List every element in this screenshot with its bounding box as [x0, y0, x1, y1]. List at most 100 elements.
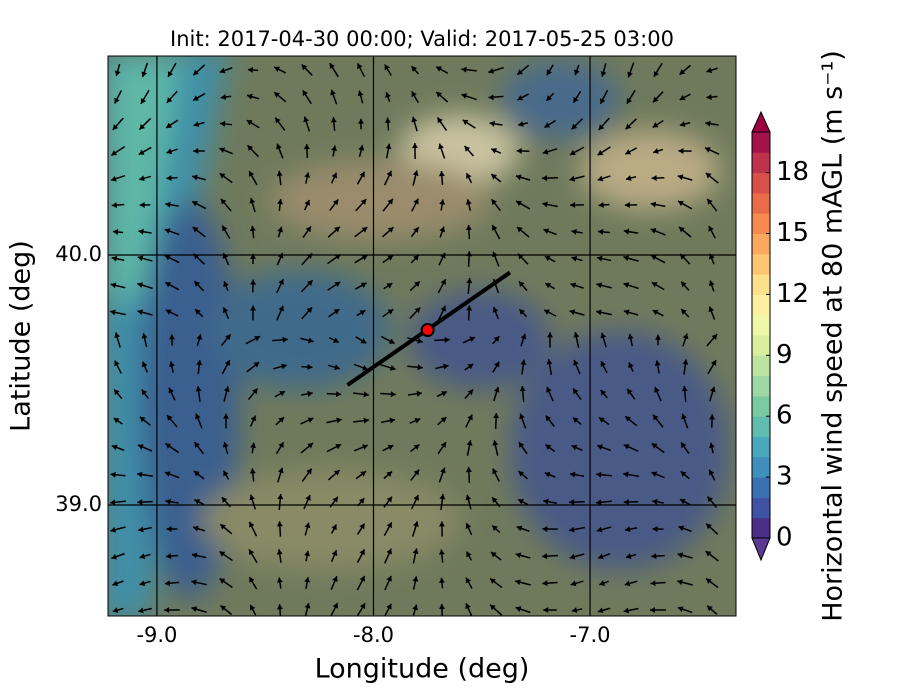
wind-arrow-head [598, 202, 604, 209]
wind-arrow-head [250, 279, 257, 285]
colorbar-segment [752, 375, 770, 397]
wind-arrow-head [654, 387, 660, 393]
wind-arrow-head [137, 255, 144, 262]
wind-arrow-head [493, 413, 500, 419]
wind-arrow-head [387, 227, 394, 233]
colorbar-segment [752, 395, 770, 417]
wind-arrow-head [466, 305, 473, 311]
wind-arrow-head [518, 281, 525, 288]
wind-arrow-head [600, 332, 607, 339]
wind-arrow-head [413, 255, 419, 261]
wind-arrow-head [111, 202, 117, 209]
wind-arrow-head [275, 117, 281, 124]
colorbar-segment [752, 456, 770, 478]
wind-arrow-head [278, 279, 284, 285]
wind-arrow-head [492, 525, 498, 532]
wind-arrow-head [467, 363, 474, 370]
wind-arrow-head [681, 386, 688, 392]
wind-arrow-head [569, 526, 575, 533]
wind-arrow-head [219, 578, 226, 584]
wind-arrow-head [520, 333, 527, 340]
wind-arrow-head [438, 577, 445, 584]
wind-arrow-head [596, 282, 602, 289]
wind-arrow-head [114, 97, 120, 104]
wind-arrow-head [303, 144, 310, 150]
wind-arrow-head [542, 148, 549, 155]
wind-arrow-head [710, 360, 717, 366]
colorbar-segment [752, 477, 770, 498]
wind-arrow-head [569, 149, 576, 156]
wind-arrow-head [652, 96, 659, 103]
wind-arrow-head [359, 523, 365, 530]
wind-arrow-head [678, 525, 685, 532]
wind-arrow-head [572, 417, 579, 424]
wind-arrow-head [651, 553, 657, 560]
wind-arrow-head [220, 94, 227, 101]
wind-arrow-head [627, 71, 633, 78]
wind-arrow-head [596, 309, 602, 316]
wind-arrow-head [304, 172, 311, 178]
wind-arrow-head [195, 386, 202, 392]
colorbar-segment [752, 192, 770, 214]
wind-arrow-head [112, 124, 119, 130]
wind-arrow-head [438, 171, 445, 177]
wind-arrow-head [650, 201, 657, 208]
wind-arrow-head [492, 468, 498, 475]
colorbar-tick-label: 0 [776, 523, 793, 553]
wind-arrow-head [387, 444, 394, 451]
wind-arrow-head [597, 444, 603, 451]
wind-arrow-head [440, 417, 447, 423]
wind-arrow-head [466, 551, 472, 558]
wind-arrow-head [332, 576, 338, 583]
wind-arrow-head [303, 116, 310, 123]
wind-arrow-head [334, 254, 341, 260]
wind-arrow-head [141, 71, 148, 78]
wind-arrow-head [574, 69, 580, 76]
wind-arrow-head [704, 147, 711, 153]
wind-arrow-head [465, 199, 472, 205]
wind-arrow-head [412, 604, 419, 611]
wind-arrow-head [440, 279, 446, 285]
wind-arrow-head [304, 522, 311, 529]
wind-arrow-head [193, 69, 200, 76]
wind-arrow-head [413, 521, 419, 528]
colorbar-frame [751, 131, 771, 539]
wind-arrow-head [247, 93, 253, 100]
wind-arrow-head [191, 579, 197, 586]
wind-arrow-head [624, 580, 631, 587]
wind-arrow-head [138, 607, 144, 614]
wind-arrow-head [517, 94, 524, 101]
wind-arrow-head [438, 521, 445, 527]
wind-arrow-head [307, 417, 314, 423]
wind-arrow-head [194, 499, 201, 505]
wind-arrow-head [573, 96, 579, 103]
wind-arrow-head [386, 548, 392, 555]
wind-arrow-head [623, 228, 630, 235]
wind-arrow-head [544, 471, 551, 478]
wind-arrow-head [439, 226, 446, 233]
wind-arrow-head [359, 575, 366, 582]
wind-arrow-head [600, 98, 606, 104]
wind-arrow-head [307, 390, 313, 397]
wind-arrow-head [465, 494, 472, 501]
wind-arrow-head [276, 604, 283, 610]
wind-arrow-head [598, 553, 604, 560]
wind-arrow-head [596, 526, 603, 533]
wind-arrow-head [461, 66, 467, 73]
wind-arrow-head [440, 467, 446, 474]
wind-arrow-head [193, 470, 200, 477]
wind-arrow-head [113, 417, 120, 424]
wind-arrow-head [705, 172, 712, 179]
wind-arrow-head [193, 95, 199, 101]
wind-arrow-head [110, 526, 117, 533]
wind-arrow-head [623, 282, 630, 288]
wind-arrow-head [518, 471, 525, 477]
wind-arrow-head [360, 338, 367, 344]
wind-arrow-head [361, 255, 368, 261]
wind-arrow-head [249, 197, 256, 204]
wind-arrow-head [139, 123, 146, 130]
colorbar-segment [752, 294, 770, 316]
wind-arrow-head [247, 145, 254, 151]
wind-arrow-head [515, 579, 521, 586]
wind-arrow-head [708, 469, 715, 476]
